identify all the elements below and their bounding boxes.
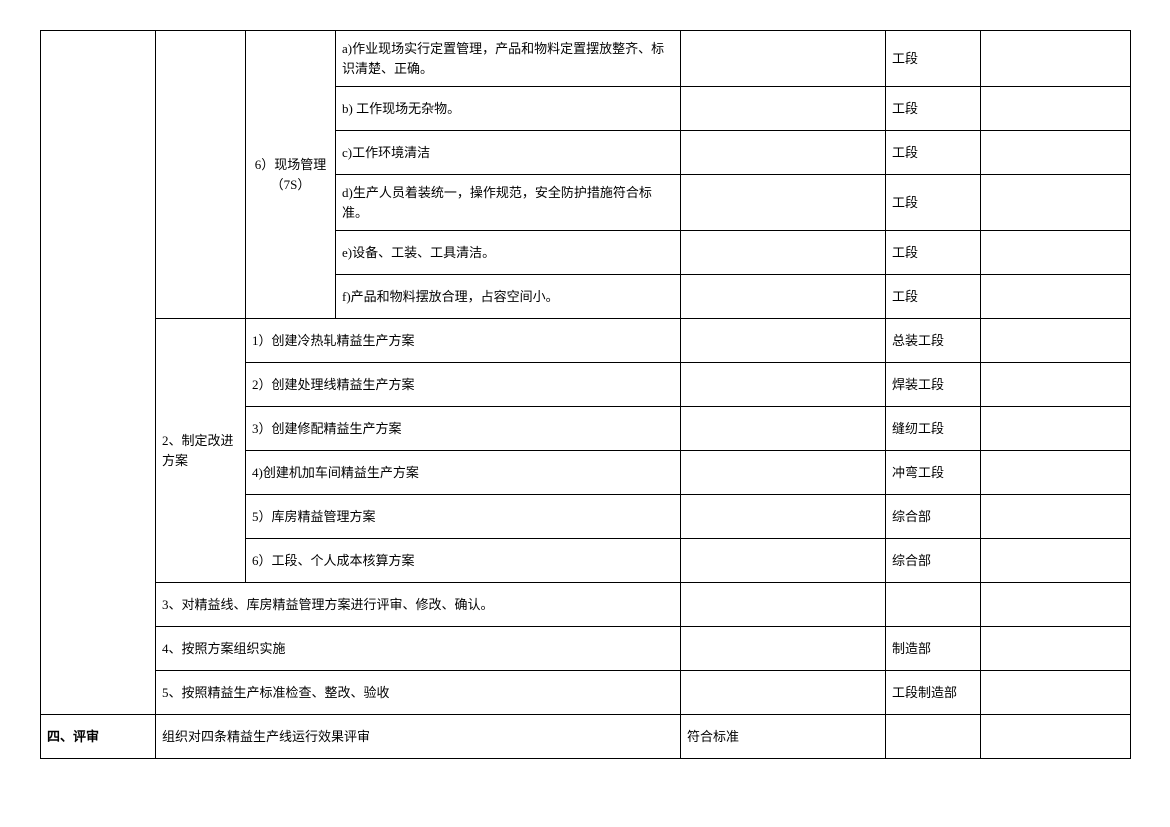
blank-cell: [681, 31, 886, 87]
blank-cell: [681, 539, 886, 583]
blank-cell: [681, 131, 886, 175]
item-desc: 6）工段、个人成本核算方案: [246, 539, 681, 583]
table-row: 2、制定改进方案 1）创建冷热轧精益生产方案 总装工段: [41, 319, 1131, 363]
blank-cell: [681, 671, 886, 715]
blank-cell: [681, 319, 886, 363]
blank-cell: [981, 539, 1131, 583]
blank-cell: [681, 363, 886, 407]
col-2-continuation: [156, 31, 246, 319]
blank-cell: [681, 87, 886, 131]
blank-cell: [981, 495, 1131, 539]
item-owner: 工段: [886, 175, 981, 231]
item-owner: [886, 583, 981, 627]
table-row: 4、按照方案组织实施 制造部: [41, 627, 1131, 671]
col-1-continuation: [41, 31, 156, 715]
blank-cell: [981, 671, 1131, 715]
plan-table: 6）现场管理（7S） a)作业现场实行定置管理，产品和物料定置摆放整齐、标识清楚…: [40, 30, 1131, 759]
blank-cell: [981, 231, 1131, 275]
blank-cell: [981, 715, 1131, 759]
blank-cell: [981, 627, 1131, 671]
item-desc: a)作业现场实行定置管理，产品和物料定置摆放整齐、标识清楚、正确。: [336, 31, 681, 87]
item-desc: 3）创建修配精益生产方案: [246, 407, 681, 451]
item-owner: 工段: [886, 31, 981, 87]
item-desc: 3、对精益线、库房精益管理方案进行评审、修改、确认。: [156, 583, 681, 627]
item-owner: 工段: [886, 275, 981, 319]
section2-label: 2、制定改进方案: [156, 319, 246, 583]
item-desc: e)设备、工装、工具清洁。: [336, 231, 681, 275]
item-desc: 4、按照方案组织实施: [156, 627, 681, 671]
blank-cell: [681, 583, 886, 627]
item-owner: 总装工段: [886, 319, 981, 363]
review-owner: [886, 715, 981, 759]
item-owner: 工段: [886, 87, 981, 131]
table-row: 5、按照精益生产标准检查、整改、验收 工段制造部: [41, 671, 1131, 715]
blank-cell: [981, 175, 1131, 231]
item-owner: 焊装工段: [886, 363, 981, 407]
blank-cell: [981, 583, 1131, 627]
item-desc: c)工作环境清洁: [336, 131, 681, 175]
item-desc: 4)创建机加车间精益生产方案: [246, 451, 681, 495]
review-note: 符合标准: [681, 715, 886, 759]
blank-cell: [681, 495, 886, 539]
item-owner: 工段制造部: [886, 671, 981, 715]
item-desc: 5）库房精益管理方案: [246, 495, 681, 539]
item-owner: 工段: [886, 231, 981, 275]
table-row: 6）现场管理（7S） a)作业现场实行定置管理，产品和物料定置摆放整齐、标识清楚…: [41, 31, 1131, 87]
item-desc: b) 工作现场无杂物。: [336, 87, 681, 131]
blank-cell: [681, 451, 886, 495]
table-row: 3、对精益线、库房精益管理方案进行评审、修改、确认。: [41, 583, 1131, 627]
review-desc: 组织对四条精益生产线运行效果评审: [156, 715, 681, 759]
section6-label: 6）现场管理（7S）: [246, 31, 336, 319]
blank-cell: [981, 275, 1131, 319]
blank-cell: [981, 319, 1131, 363]
blank-cell: [981, 363, 1131, 407]
item-desc: 2）创建处理线精益生产方案: [246, 363, 681, 407]
item-owner: 综合部: [886, 495, 981, 539]
blank-cell: [981, 87, 1131, 131]
blank-cell: [681, 407, 886, 451]
item-owner: 制造部: [886, 627, 981, 671]
blank-cell: [981, 131, 1131, 175]
blank-cell: [981, 451, 1131, 495]
item-desc: f)产品和物料摆放合理，占容空间小。: [336, 275, 681, 319]
item-owner: 缝纫工段: [886, 407, 981, 451]
item-desc: d)生产人员着装统一，操作规范，安全防护措施符合标准。: [336, 175, 681, 231]
blank-cell: [981, 31, 1131, 87]
table-row: 四、评审 组织对四条精益生产线运行效果评审 符合标准: [41, 715, 1131, 759]
review-label: 四、评审: [41, 715, 156, 759]
item-desc: 5、按照精益生产标准检查、整改、验收: [156, 671, 681, 715]
item-owner: 综合部: [886, 539, 981, 583]
blank-cell: [681, 275, 886, 319]
item-owner: 工段: [886, 131, 981, 175]
blank-cell: [681, 231, 886, 275]
item-owner: 冲弯工段: [886, 451, 981, 495]
blank-cell: [681, 627, 886, 671]
blank-cell: [681, 175, 886, 231]
item-desc: 1）创建冷热轧精益生产方案: [246, 319, 681, 363]
blank-cell: [981, 407, 1131, 451]
